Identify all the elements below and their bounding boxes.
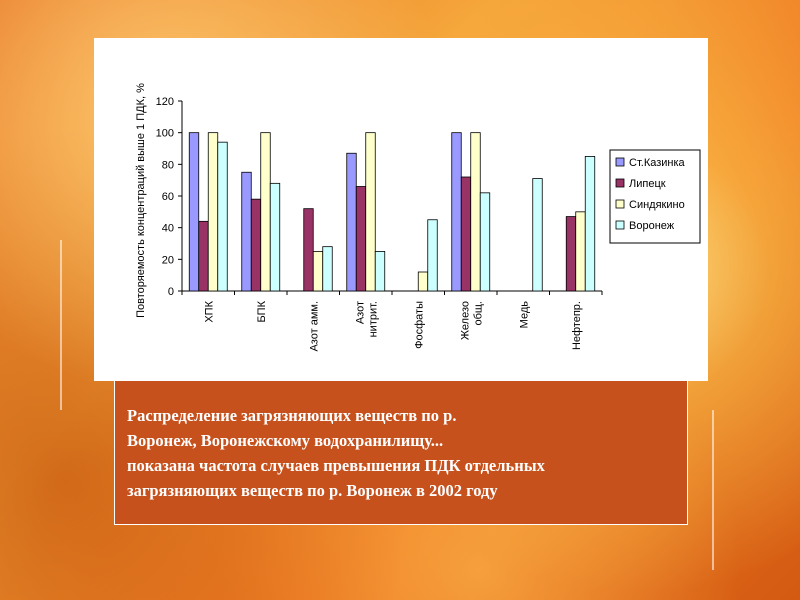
x-tick-label-line: общ. xyxy=(472,301,484,326)
y-tick-label: 100 xyxy=(156,128,174,140)
caption-box: Распределение загрязняющих веществ по р.… xyxy=(114,380,688,525)
background-streak xyxy=(60,240,62,410)
y-tick-label: 40 xyxy=(162,223,174,235)
legend-label: Синдякино xyxy=(629,199,685,211)
x-tick-label: БПК xyxy=(256,300,268,322)
y-tick-label: 60 xyxy=(162,191,174,203)
x-tick-label: Фосфаты xyxy=(413,301,425,349)
bar xyxy=(250,198,262,292)
caption-line: загрязняющих веществ по р. Воронеж в 200… xyxy=(127,481,498,500)
legend-box xyxy=(609,149,701,244)
x-tick-label-line: ХПК xyxy=(203,300,215,322)
bar xyxy=(584,156,596,292)
bar xyxy=(374,251,386,292)
legend-label: Воронеж xyxy=(629,220,675,232)
bar xyxy=(427,219,438,292)
caption-line: показана частота случаев превышения ПДК … xyxy=(127,456,545,475)
bar xyxy=(217,141,228,292)
legend-label: Ст.Казинка xyxy=(629,157,686,169)
x-tick-label: ХПК xyxy=(203,300,215,322)
bar xyxy=(322,246,333,292)
x-tick-label-line: БПК xyxy=(256,300,268,322)
bar xyxy=(565,216,577,292)
y-tick-label: 80 xyxy=(162,159,174,171)
caption-line: Распределение загрязняющих веществ по р. xyxy=(127,406,457,425)
background-streak xyxy=(712,410,714,570)
y-tick-label: 20 xyxy=(162,254,174,266)
legend-swatch xyxy=(615,220,625,230)
bar xyxy=(470,132,481,292)
legend-label: Липецк xyxy=(629,178,666,190)
bar xyxy=(260,132,271,292)
legend-swatch xyxy=(615,157,625,167)
x-tick-label-line: нитрит. xyxy=(367,301,379,337)
bar-chart: 0 20 40 60 80 100 120 Повторяемость концентраци… xyxy=(135,83,701,352)
y-axis-title: Повторяемость концентраций выше 1 ПДК, % xyxy=(135,83,147,318)
bar xyxy=(207,132,219,292)
x-tick-label-line: Азот xyxy=(354,301,366,324)
bar xyxy=(312,251,324,292)
legend-swatch xyxy=(615,199,625,209)
x-tick-label-line: Нефтепр. xyxy=(571,301,583,350)
legend-swatch xyxy=(615,178,625,188)
bar xyxy=(303,208,314,292)
x-tick-label-line: Железо xyxy=(459,301,471,340)
bar xyxy=(460,176,472,292)
x-tick-label: Азот нитрит. xyxy=(354,301,379,337)
x-tick-label: Медь xyxy=(518,301,530,329)
bar xyxy=(346,152,357,292)
bar xyxy=(575,211,586,292)
x-tick-label-line: Медь xyxy=(518,301,530,329)
bar xyxy=(188,132,200,292)
x-tick-label-line: Азот амм. xyxy=(308,301,320,352)
chart-panel: 0 20 40 60 80 100 120 Повторяемость концентраци… xyxy=(94,38,708,381)
caption-line: Воронеж, Воронежскому водохранилищу... xyxy=(127,431,444,450)
bar xyxy=(365,132,376,292)
bar xyxy=(479,192,491,292)
bar xyxy=(417,271,429,292)
bar xyxy=(198,220,209,292)
x-tick-label: Нефтепр. xyxy=(571,301,583,350)
bar xyxy=(269,182,281,292)
bar xyxy=(241,171,252,292)
bar xyxy=(355,186,367,292)
x-tick-label: Железо общ. xyxy=(459,301,484,340)
bar xyxy=(451,132,462,292)
bar xyxy=(532,178,543,292)
y-tick-label: 0 xyxy=(168,286,174,298)
x-tick-label-line: Фосфаты xyxy=(413,301,425,349)
y-tick-label: 120 xyxy=(156,96,174,108)
x-tick-label: Азот амм. xyxy=(308,301,320,352)
